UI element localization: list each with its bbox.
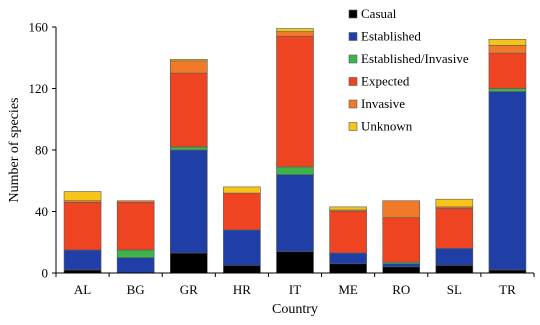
legend-item-expected: Expected — [348, 74, 410, 89]
x-ticks: AL BG GR HR IT ME RO SL TR — [55, 273, 535, 297]
y-tick-label: 160 — [29, 20, 49, 35]
bar-stack-me — [329, 206, 367, 274]
bar-segment-hr-established — [223, 229, 261, 266]
bar-segment-ro-expected — [382, 217, 421, 263]
legend-item-unknown: Unknown — [348, 119, 413, 134]
legend-label: Expected — [361, 74, 410, 89]
legend-swatch — [348, 32, 358, 41]
bar-segment-gr-unknown — [169, 58, 208, 62]
legend-label: Unknown — [361, 119, 413, 134]
y-tick-label: 120 — [29, 81, 49, 96]
legend-swatch — [348, 77, 358, 86]
x-tick-label-bg: BG — [127, 282, 145, 297]
legend-item-established-invasive: Established/Invasive — [348, 51, 469, 66]
legend-swatch — [348, 54, 358, 64]
x-tick-label-al: AL — [74, 282, 91, 297]
bar-segment-gr-expected — [169, 72, 208, 148]
x-tick-label-gr: GR — [180, 282, 198, 297]
bar-segment-it-expected — [276, 35, 314, 168]
bar-segment-sl-casual — [435, 265, 474, 274]
y-tick-label: 0 — [42, 266, 49, 281]
legend-swatch — [348, 9, 358, 19]
bar-segment-al-expected — [63, 201, 102, 251]
x-tick-label-me: ME — [338, 282, 358, 297]
bar-segment-tr-unknown — [488, 38, 527, 46]
bar-segment-gr-established — [169, 149, 208, 254]
bar-segment-ro-invasive — [382, 200, 421, 218]
bar-segment-bg-expected — [116, 201, 155, 251]
x-tick-label-tr: TR — [499, 282, 516, 297]
bar-segment-me-established — [329, 252, 367, 265]
bar-stack-hr — [223, 186, 261, 274]
bar-segment-hr-casual — [223, 265, 261, 274]
bar-segment-it-established-invasive — [276, 166, 314, 175]
bar-stack-gr — [169, 58, 208, 274]
bar-segment-gr-established-invasive — [169, 146, 208, 151]
bars-layer — [63, 28, 527, 274]
bar-stack-it — [276, 28, 314, 274]
legend-item-established: Established — [348, 29, 421, 44]
bar-segment-gr-casual — [169, 252, 208, 274]
bar-segment-al-unknown — [63, 191, 102, 202]
bar-segment-sl-expected — [435, 208, 474, 249]
bar-segment-bg-established-invasive — [116, 249, 155, 258]
bar-segment-bg-invasive — [116, 200, 155, 203]
bar-stack-tr — [488, 38, 527, 274]
y-tick-label: 40 — [35, 204, 48, 219]
y-tick-label: 80 — [35, 143, 48, 158]
bar-segment-ro-established — [382, 263, 421, 268]
x-tick-label-sl: SL — [447, 282, 462, 297]
bar-segment-it-casual — [276, 251, 314, 274]
bar-segment-tr-established — [488, 91, 527, 271]
bar-segment-it-invasive — [276, 31, 314, 37]
bar-stack-bg — [116, 200, 155, 274]
bar-segment-it-unknown — [276, 28, 314, 32]
x-axis-label: Country — [272, 302, 318, 317]
x-tick-label-hr: HR — [233, 282, 251, 297]
x-tick-label-it: IT — [289, 282, 301, 297]
bar-segment-me-unknown — [329, 206, 367, 211]
bar-segment-it-established — [276, 174, 314, 252]
legend-label: Established — [361, 29, 421, 44]
bar-segment-tr-expected — [488, 52, 527, 89]
legend-label: Invasive — [361, 96, 405, 111]
legend-label: Established/Invasive — [361, 51, 469, 66]
bar-segment-ro-casual — [382, 266, 421, 274]
legend-label: Casual — [361, 6, 397, 21]
bar-segment-tr-established-invasive — [488, 88, 527, 92]
legend-swatch — [348, 99, 358, 109]
bar-segment-sl-unknown — [435, 198, 474, 208]
legend-item-casual: Casual — [348, 6, 397, 21]
bar-segment-al-established — [63, 249, 102, 271]
bar-segment-bg-established — [116, 257, 155, 274]
bar-stack-al — [63, 191, 102, 274]
bar-segment-hr-expected — [223, 192, 261, 231]
bar-segment-gr-invasive — [169, 60, 208, 74]
bar-segment-me-casual — [329, 263, 367, 274]
bar-stack-sl — [435, 198, 474, 274]
y-axis-label: Number of species — [7, 98, 22, 203]
bar-segment-sl-established — [435, 248, 474, 266]
legend-item-invasive: Invasive — [348, 96, 405, 111]
y-ticks: 0 40 80 120 160 — [29, 20, 56, 281]
x-tick-label-ro: RO — [392, 282, 410, 297]
legend: Casual Established Established/Invasive Exp… — [348, 6, 469, 134]
legend-swatch — [348, 122, 358, 131]
bar-segment-tr-invasive — [488, 45, 527, 54]
bar-stack-ro — [382, 200, 421, 274]
bar-segment-hr-unknown — [223, 186, 261, 194]
bar-segment-me-expected — [329, 211, 367, 254]
